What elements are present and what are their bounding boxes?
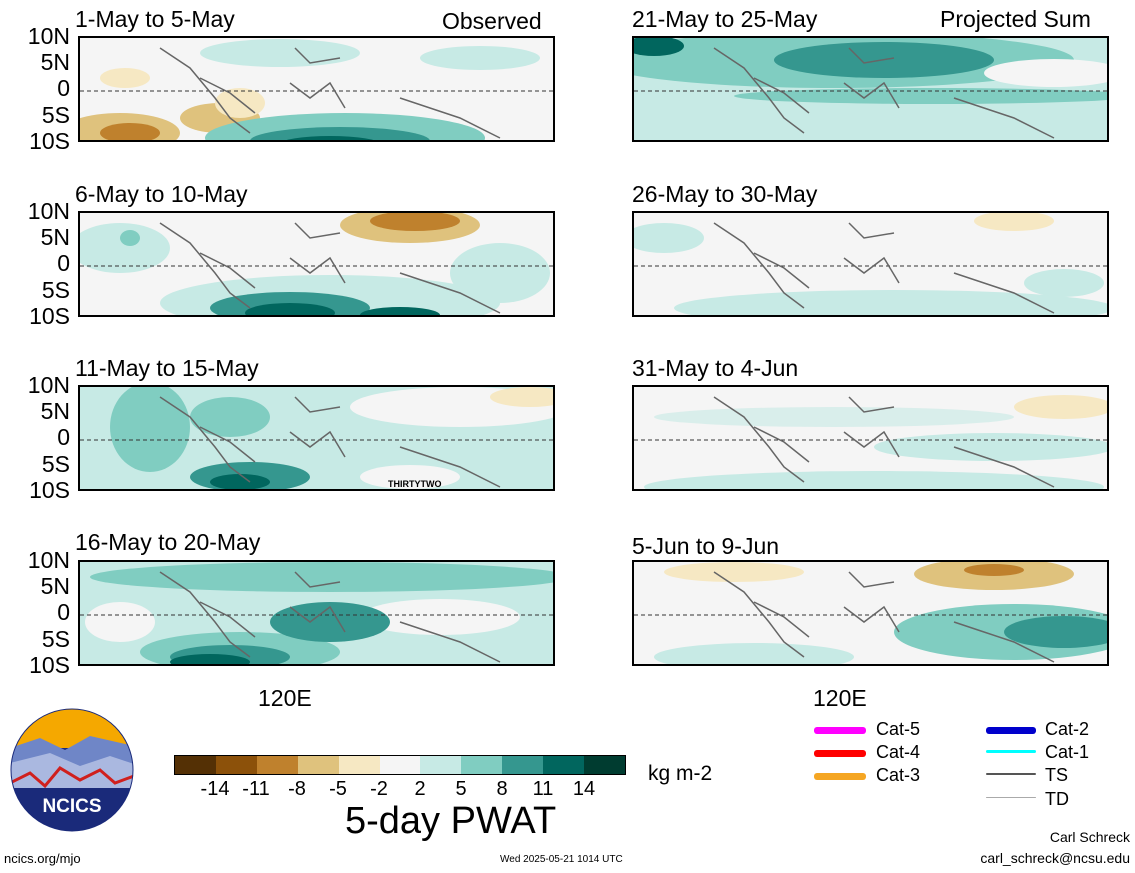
footer-website: ncics.org/mjo bbox=[4, 851, 81, 866]
lat-label: 0 bbox=[57, 424, 70, 450]
colorbar-tick: -2 bbox=[370, 778, 388, 800]
pwat-map bbox=[78, 560, 555, 666]
colorbar-swatches bbox=[174, 755, 626, 775]
colorbar-tick: -14 bbox=[200, 778, 230, 800]
colorbar-tick: 11 bbox=[532, 778, 554, 800]
panel-title: 31-May to 4-Jun bbox=[632, 355, 799, 381]
legend-line-cat1 bbox=[986, 750, 1036, 753]
lat-label: 5N bbox=[40, 573, 70, 599]
legend-line-cat3 bbox=[814, 773, 866, 780]
lat-label: 0 bbox=[57, 599, 70, 625]
legend-line-ts bbox=[986, 773, 1036, 775]
projected-sum-label: Projected Sum bbox=[940, 6, 1091, 32]
lat-label: 5N bbox=[40, 49, 70, 75]
panel-title: 5-Jun to 9-Jun bbox=[632, 533, 780, 559]
colorbar-title: 5-day PWAT bbox=[345, 800, 557, 842]
legend-label: Cat-1 bbox=[1045, 742, 1090, 762]
swatch bbox=[584, 756, 625, 774]
pwat-map bbox=[632, 385, 1109, 491]
colorbar-tick: -11 bbox=[242, 778, 270, 800]
colorbar-tick: 5 bbox=[455, 778, 467, 800]
lat-label: 10S bbox=[29, 128, 70, 154]
legend-label: TS bbox=[1045, 765, 1069, 785]
footer-timestamp: Wed 2025-05-21 1014 UTC bbox=[500, 854, 623, 865]
footer-email: carl_schreck@ncsu.edu bbox=[980, 850, 1130, 866]
panel-title: 11-May to 15-May bbox=[75, 355, 259, 381]
swatch bbox=[379, 756, 421, 774]
legend-label: Cat-5 bbox=[876, 719, 921, 739]
lat-label: 10N bbox=[27, 23, 70, 49]
panel-title: 21-May to 25-May bbox=[632, 6, 818, 32]
lon-label-right: 120E bbox=[813, 685, 867, 711]
panel-title: 16-May to 20-May bbox=[75, 529, 261, 555]
lat-label: 5S bbox=[41, 277, 70, 303]
panel-title: 1-May to 5-May bbox=[75, 6, 235, 32]
colorbar-tick: 14 bbox=[572, 778, 596, 800]
lat-label: 0 bbox=[57, 250, 70, 276]
swatch bbox=[297, 756, 339, 774]
panel-title: 26-May to 30-May bbox=[632, 181, 818, 207]
lat-label: 10S bbox=[29, 477, 70, 503]
colorbar-tick: 8 bbox=[496, 778, 508, 800]
lat-label: 10S bbox=[29, 303, 70, 329]
swatch bbox=[420, 756, 462, 774]
lat-label: 5S bbox=[41, 451, 70, 477]
lat-label: 5N bbox=[40, 224, 70, 250]
legend-label: Cat-3 bbox=[876, 765, 921, 785]
legend-label: TD bbox=[1045, 789, 1069, 809]
lat-label: 10N bbox=[27, 198, 70, 224]
legend-label: Cat-2 bbox=[1045, 719, 1090, 739]
ncics-logo: NCICS bbox=[10, 708, 134, 832]
lat-label: 0 bbox=[57, 75, 70, 101]
pwat-map bbox=[632, 211, 1109, 317]
legend-line-td bbox=[986, 797, 1036, 798]
legend-label: Cat-4 bbox=[876, 742, 921, 762]
pwat-map: THIRTYTWO bbox=[78, 385, 555, 491]
lat-label: 5S bbox=[41, 626, 70, 652]
lon-label-left: 120E bbox=[258, 685, 312, 711]
pwat-map bbox=[78, 211, 555, 317]
colorbar-tick: 2 bbox=[414, 778, 426, 800]
swatch bbox=[543, 756, 585, 774]
swatch bbox=[175, 756, 216, 774]
colorbar-tick: -8 bbox=[288, 778, 306, 800]
legend-line-cat2 bbox=[986, 727, 1036, 734]
lat-label: 5S bbox=[41, 102, 70, 128]
swatch bbox=[502, 756, 544, 774]
colorbar-tick: -5 bbox=[329, 778, 347, 800]
swatch bbox=[338, 756, 380, 774]
lat-label: 10N bbox=[27, 547, 70, 573]
panel-title: 6-May to 10-May bbox=[75, 181, 248, 207]
swatch bbox=[461, 756, 503, 774]
legend-line-cat4 bbox=[814, 750, 866, 757]
pwat-map bbox=[78, 36, 555, 142]
legend-line-cat5 bbox=[814, 727, 866, 734]
footer-author: Carl Schreck bbox=[1049, 829, 1130, 845]
pwat-map bbox=[632, 36, 1109, 142]
lat-label: 10N bbox=[27, 372, 70, 398]
observed-label: Observed bbox=[442, 8, 542, 34]
swatch bbox=[256, 756, 298, 774]
swatch bbox=[215, 756, 257, 774]
pwat-map bbox=[632, 560, 1109, 666]
lat-label: 10S bbox=[29, 652, 70, 678]
lat-label: 5N bbox=[40, 398, 70, 424]
storm-label: THIRTYTWO bbox=[388, 479, 442, 489]
logo-text: NCICS bbox=[42, 796, 101, 817]
colorbar-units: kg m-2 bbox=[648, 762, 713, 785]
